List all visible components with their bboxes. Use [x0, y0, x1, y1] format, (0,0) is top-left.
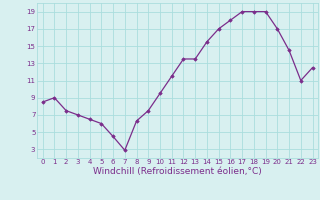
- X-axis label: Windchill (Refroidissement éolien,°C): Windchill (Refroidissement éolien,°C): [93, 167, 262, 176]
